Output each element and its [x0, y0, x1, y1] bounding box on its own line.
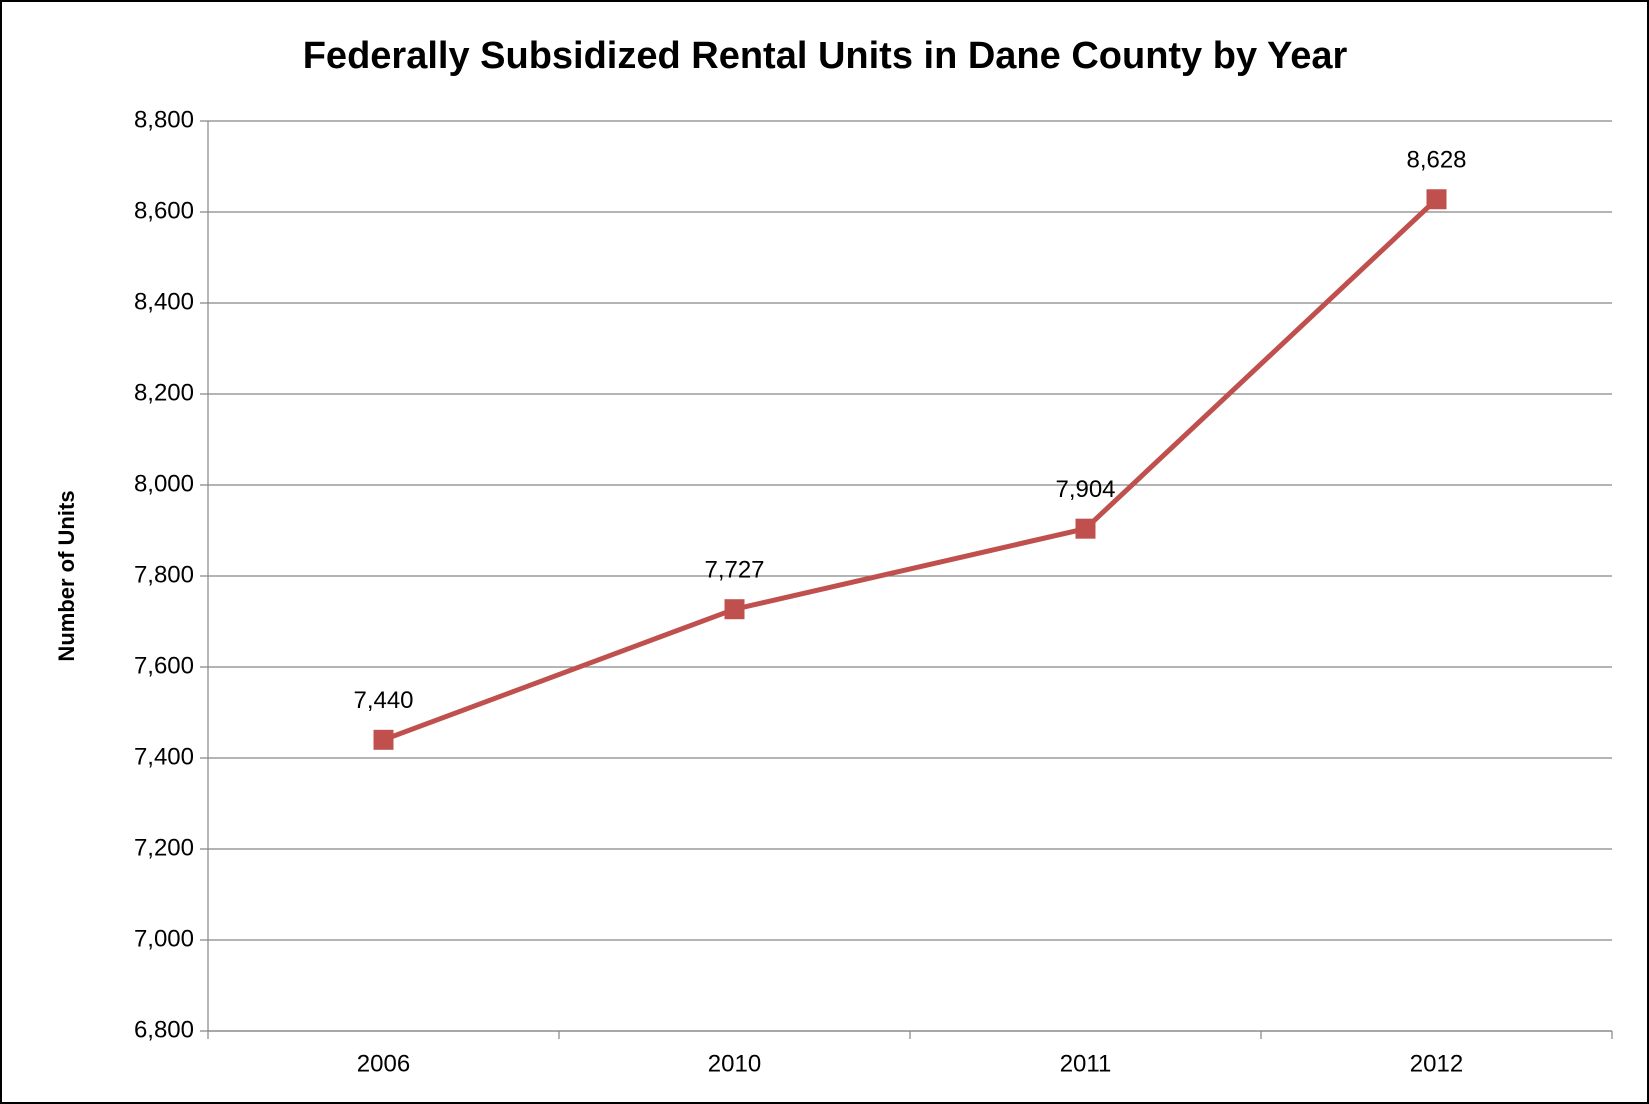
y-tick-label: 7,400: [134, 743, 194, 770]
series-line: [382, 197, 1439, 743]
data-point: [1075, 518, 1096, 539]
x-tick-label: 2006: [357, 1050, 410, 1077]
y-axis-label: Number of Units: [54, 490, 79, 661]
y-tick-label: 8,800: [134, 106, 194, 133]
data-label: 8,628: [1406, 147, 1466, 174]
chart-title: Federally Subsidized Rental Units in Dan…: [303, 35, 1348, 77]
y-tick-label: 8,400: [134, 288, 194, 315]
data-label: 7,440: [353, 687, 413, 714]
x-tick-label: 2010: [708, 1050, 761, 1077]
data-point: [1426, 189, 1447, 210]
y-tick-label: 7,800: [134, 561, 194, 588]
y-tick-label: 7,000: [134, 925, 194, 952]
y-tick-label: 8,600: [134, 197, 194, 224]
data-label: 7,727: [704, 557, 764, 584]
y-tick-label: 7,600: [134, 652, 194, 679]
y-tick-label: 7,200: [134, 834, 194, 861]
data-point: [724, 599, 745, 620]
data-point: [373, 729, 394, 750]
x-tick-label: 2012: [1410, 1050, 1463, 1077]
y-tick-label: 8,200: [134, 379, 194, 406]
y-tick-label: 8,000: [134, 470, 194, 497]
y-tick-label: 6,800: [134, 1016, 194, 1043]
data-label: 7,904: [1055, 476, 1115, 503]
x-tick-label: 2011: [1060, 1050, 1112, 1077]
